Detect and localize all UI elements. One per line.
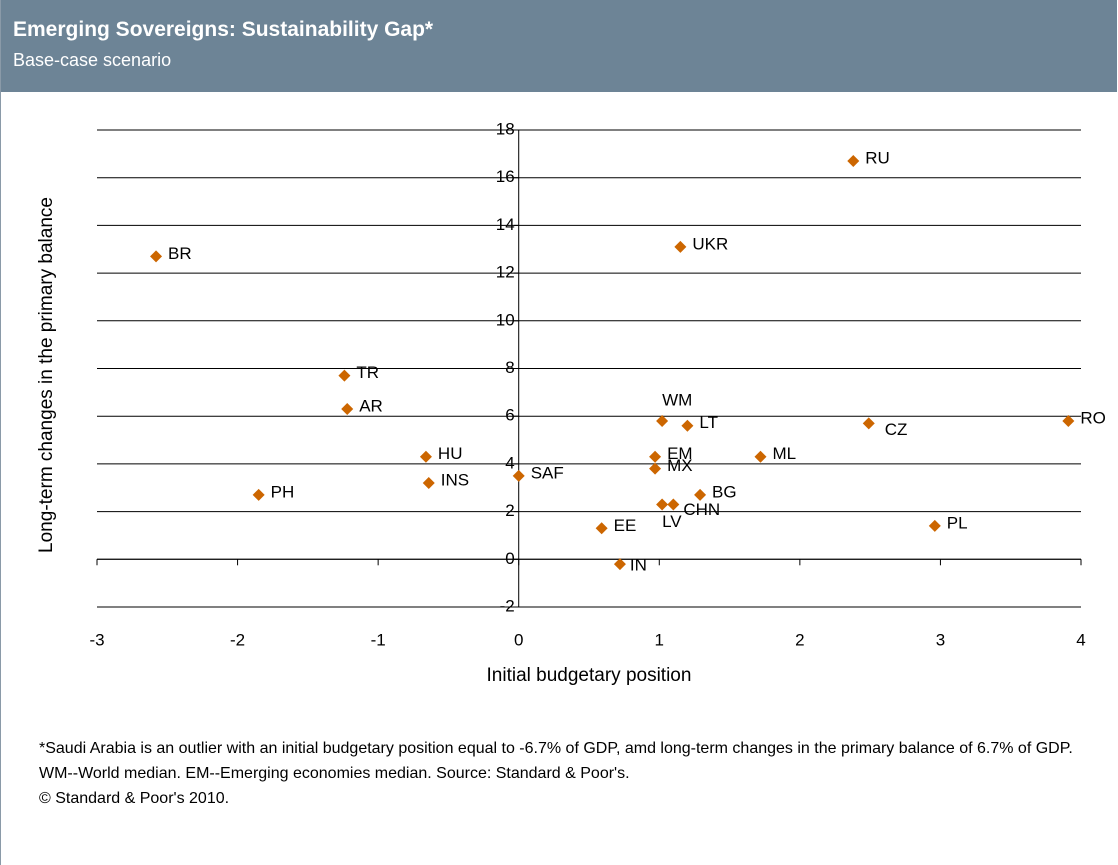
data-point	[150, 250, 163, 263]
data-point	[656, 498, 669, 511]
chart-title: Emerging Sovereigns: Sustainability Gap*	[13, 18, 434, 41]
data-point	[341, 403, 354, 416]
point-label: LV	[662, 512, 682, 531]
y-tick-label: -2	[500, 596, 515, 615]
x-tick-label: 4	[1076, 630, 1085, 649]
point-label: BG	[712, 482, 737, 501]
x-axis-title: Initial budgetary position	[487, 665, 692, 686]
y-tick-label: 12	[496, 263, 515, 282]
point-label: TR	[356, 363, 379, 382]
point-label: RU	[865, 148, 890, 167]
x-tick-label: 2	[795, 630, 804, 649]
x-tick-label: 3	[936, 630, 945, 649]
y-tick-label: 2	[505, 501, 514, 520]
y-tick-label: 16	[496, 167, 515, 186]
notes: *Saudi Arabia is an outlier with an init…	[39, 736, 1099, 811]
y-tick-label: 14	[496, 215, 515, 234]
data-point	[694, 488, 707, 501]
data-point	[613, 558, 626, 571]
point-label: EE	[614, 516, 637, 535]
data-point	[649, 450, 662, 463]
data-point	[674, 240, 687, 253]
data-point	[649, 462, 662, 475]
point-label: PL	[947, 513, 968, 532]
y-tick-label: 10	[496, 310, 515, 329]
data-point	[419, 450, 432, 463]
data-point	[656, 414, 669, 427]
data-point	[252, 488, 265, 501]
data-point	[847, 155, 860, 168]
point-label: ML	[772, 444, 796, 463]
header: Emerging Sovereigns: Sustainability Gap*…	[1, 0, 1117, 92]
point-label: RO	[1080, 408, 1106, 427]
point-label: SAF	[531, 463, 564, 482]
y-tick-label: 18	[496, 119, 515, 138]
data-point	[1062, 414, 1075, 427]
point-label: INS	[441, 470, 469, 489]
point-label: UKR	[692, 234, 728, 253]
y-tick-label: 0	[505, 549, 514, 568]
point-label: WM	[662, 390, 692, 409]
data-point	[681, 419, 694, 432]
point-label: CZ	[885, 420, 908, 439]
data-point	[422, 476, 435, 489]
point-label: BR	[168, 244, 192, 263]
data-point	[338, 369, 351, 382]
point-label: MX	[667, 456, 693, 475]
y-tick-label: 6	[505, 406, 514, 425]
point-label: PH	[271, 482, 295, 501]
x-tick-label: -1	[371, 630, 386, 649]
copyright: © Standard & Poor's 2010.	[39, 790, 230, 807]
data-point	[512, 469, 525, 482]
y-tick-label: 8	[505, 358, 514, 377]
data-point	[595, 522, 608, 535]
data-point	[667, 498, 680, 511]
point-label: EM	[667, 444, 693, 463]
point-label: CHN	[683, 500, 720, 519]
point-label: AR	[359, 397, 383, 416]
data-point	[862, 417, 875, 430]
y-tick-label: 4	[505, 453, 514, 472]
x-tick-label: 1	[655, 630, 664, 649]
y-axis-title: Long-term changes in the primary balance	[36, 197, 57, 553]
point-label: HU	[438, 444, 463, 463]
chart-subtitle: Base-case scenario	[13, 50, 172, 70]
x-tick-label: -2	[230, 630, 245, 649]
x-tick-label: 0	[514, 630, 523, 649]
data-point	[754, 450, 767, 463]
point-label: LT	[699, 413, 718, 432]
footnote: *Saudi Arabia is an outlier with an init…	[39, 740, 1073, 782]
point-label: IN	[630, 556, 647, 575]
x-tick-label: -3	[89, 630, 104, 649]
data-point	[928, 519, 941, 532]
